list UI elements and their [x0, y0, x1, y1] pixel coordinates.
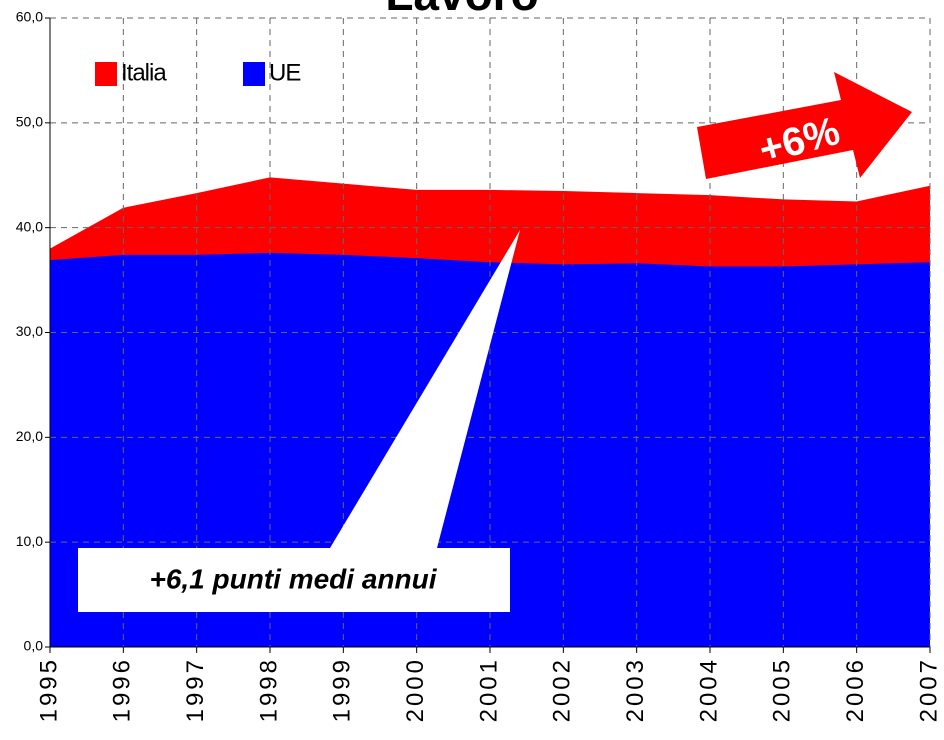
x-tick-label: 2004 [695, 657, 722, 722]
y-tick-label: 30,0 [16, 323, 43, 339]
legend-label: UE [269, 59, 300, 86]
x-tick-label: 1999 [329, 657, 356, 722]
legend-swatch [243, 62, 265, 86]
legend-swatch [95, 62, 117, 86]
y-tick-label: 20,0 [16, 428, 43, 444]
y-tick-label: 40,0 [16, 218, 43, 234]
callout [78, 230, 520, 612]
arrow [697, 72, 912, 179]
x-tick-label: 1998 [255, 657, 282, 722]
legend-label: Italia [121, 59, 167, 86]
x-tick-label: 1995 [35, 657, 62, 722]
x-tick-label: 1997 [182, 657, 209, 722]
x-tick-label: 2000 [402, 657, 429, 722]
chart-title: Lavoro [385, 0, 538, 20]
y-tick-label: 10,0 [16, 533, 43, 549]
y-tick-label: 60,0 [16, 9, 43, 25]
x-tick-label: 2005 [769, 657, 796, 722]
x-tick-label: 2006 [842, 657, 869, 722]
x-tick-label: 2001 [475, 657, 502, 722]
x-tick-label: 2002 [549, 657, 576, 722]
x-tick-label: 2007 [915, 657, 942, 722]
y-tick-label: 0,0 [24, 638, 44, 654]
x-tick-label: 2003 [622, 657, 649, 722]
x-tick-label: 1996 [109, 657, 136, 722]
y-tick-label: 50,0 [16, 114, 43, 130]
annotation: +6,1 punti medi annui [149, 563, 437, 594]
